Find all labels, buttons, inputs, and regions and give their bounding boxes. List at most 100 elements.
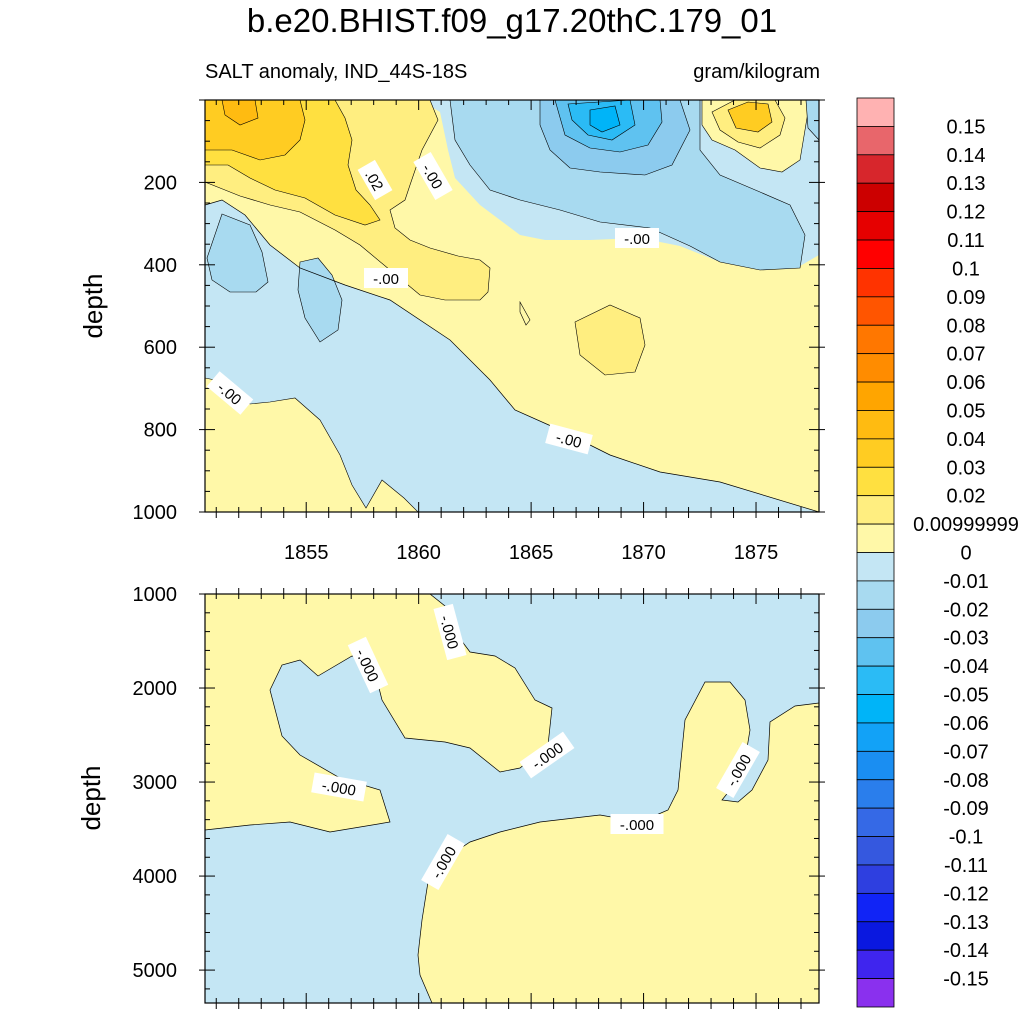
- lower-y-tick-label: 3000: [133, 772, 178, 794]
- colorbar-swatch: [856, 211, 895, 241]
- colorbar-label: -0.02: [943, 599, 989, 621]
- colorbar-swatch: [856, 921, 895, 951]
- colorbar-swatch: [856, 97, 895, 127]
- x-tick-label: 1875: [734, 542, 779, 564]
- colorbar-swatch: [856, 978, 895, 1008]
- colorbar-swatch: [856, 864, 895, 894]
- colorbar-swatch: [856, 665, 895, 695]
- colorbar-label: 0.09: [947, 287, 986, 309]
- svg-text:-.000: -.000: [620, 817, 654, 834]
- colorbar-label: 0.03: [947, 457, 986, 479]
- x-tick-label: 1855: [284, 542, 329, 564]
- colorbar-swatch: [856, 268, 895, 298]
- colorbar-label: 0.07: [947, 344, 986, 366]
- colorbar-label: 0.02: [947, 486, 986, 508]
- axis-ticks: [199, 99, 825, 1009]
- colorbar-label: -0.08: [943, 770, 989, 792]
- svg-text:-.000: -.000: [320, 777, 357, 800]
- colorbar-label: -0.07: [943, 741, 989, 763]
- colorbar: 0.15 0.14 0.13 0.12 0.11 0.1 0.09 0.08 0.07 0.06 0…: [856, 97, 1019, 1008]
- colorbar-swatch: [856, 779, 895, 809]
- x-tick-label: 1870: [621, 542, 666, 564]
- lower-y-axis-label: depth: [76, 765, 106, 830]
- colorbar-swatch: [856, 353, 895, 383]
- colorbar-swatch: [856, 154, 895, 184]
- colorbar-swatch: [856, 381, 895, 411]
- upper-y-tick-label: 1000: [133, 502, 178, 524]
- lower-plot-frame: [204, 593, 820, 1004]
- contour-label: -.00: [615, 228, 659, 248]
- colorbar-swatch: [856, 239, 895, 269]
- x-tick-label: 1860: [396, 542, 441, 564]
- colorbar-swatch: [856, 722, 895, 752]
- upper-contour-fill: [205, 100, 819, 512]
- colorbar-label: 0.06: [947, 372, 986, 394]
- svg-text:-.00: -.00: [554, 429, 583, 452]
- colorbar-label: -0.06: [943, 713, 989, 735]
- colorbar-swatch: [856, 552, 895, 582]
- tick-labels: 1855 1860 1865 1870 1875 200 400 600 800 1000 1000…: [133, 172, 779, 982]
- lower-contour-fill: [205, 594, 819, 1003]
- colorbar-label: 0.13: [947, 173, 986, 195]
- colorbar-swatch: [856, 438, 895, 468]
- colorbar-label: 0.15: [947, 116, 986, 138]
- colorbar-label: 0.00999999: [913, 514, 1019, 536]
- colorbar-label: -0.11: [944, 855, 988, 877]
- colorbar-swatch: [856, 523, 895, 553]
- lower-y-tick-label: 5000: [133, 960, 178, 982]
- colorbar-label: 0.11: [947, 230, 984, 252]
- colorbar-swatch: [856, 126, 895, 156]
- colorbar-swatch: [856, 182, 895, 213]
- svg-text:-.00: -.00: [624, 231, 650, 248]
- colorbar-label: -0.01: [943, 571, 989, 593]
- figure-title: b.e20.BHIST.f09_g17.20thC.179_01: [246, 2, 778, 39]
- colorbar-label: 0: [960, 543, 971, 565]
- contour-label: -.000: [311, 772, 367, 802]
- upper-y-tick-label: 800: [144, 420, 177, 442]
- colorbar-label: -0.09: [943, 798, 989, 820]
- colorbar-label: -0.14: [943, 940, 989, 962]
- colorbar-swatch: [856, 410, 895, 440]
- colorbar-label: -0.05: [943, 685, 989, 707]
- upper-y-tick-label: 400: [144, 255, 177, 277]
- colorbar-swatch: [856, 637, 895, 667]
- colorbar-label: -0.13: [943, 912, 989, 934]
- colorbar-swatch: [856, 466, 895, 497]
- colorbar-swatch: [856, 495, 895, 525]
- contour-label: -.000: [610, 814, 664, 834]
- colorbar-label: -0.04: [943, 656, 989, 678]
- upper-y-axis-label: depth: [78, 273, 108, 338]
- colorbar-label: -0.15: [943, 969, 989, 991]
- lower-y-tick-label: 4000: [133, 866, 178, 888]
- upper-y-tick-label: 600: [144, 337, 177, 359]
- colorbar-swatch: [856, 580, 895, 610]
- colorbar-label: -0.1: [949, 827, 983, 849]
- colorbar-swatch: [856, 949, 895, 979]
- colorbar-swatch: [856, 892, 895, 923]
- units-subtitle: gram/kilogram: [693, 61, 820, 83]
- colorbar-swatch: [856, 807, 895, 837]
- colorbar-label: 0.08: [947, 315, 986, 337]
- colorbar-label: 0.12: [947, 202, 986, 224]
- colorbar-label: 0.1: [952, 258, 980, 280]
- colorbar-swatch: [856, 324, 895, 355]
- variable-subtitle: SALT anomaly, IND_44S-18S: [205, 61, 468, 83]
- contour-label: -.000: [433, 603, 467, 661]
- x-tick-label: 1865: [509, 542, 554, 564]
- colorbar-label: 0.05: [947, 400, 986, 422]
- colorbar-swatch: [856, 750, 895, 781]
- svg-text:-.00: -.00: [373, 271, 399, 288]
- lower-y-tick-label: 2000: [133, 678, 178, 700]
- colorbar-label: -0.12: [943, 883, 989, 905]
- colorbar-swatch: [856, 608, 895, 639]
- contour-label: -.00: [364, 268, 408, 288]
- colorbar-swatch: [856, 296, 895, 326]
- lower-y-tick-label: 1000: [133, 584, 178, 606]
- colorbar-label: 0.14: [947, 145, 986, 167]
- colorbar-label: 0.04: [947, 429, 986, 451]
- upper-y-tick-label: 200: [144, 172, 177, 194]
- colorbar-label: -0.03: [943, 628, 989, 650]
- colorbar-swatch: [856, 836, 895, 866]
- contour-label: -.00: [545, 423, 593, 455]
